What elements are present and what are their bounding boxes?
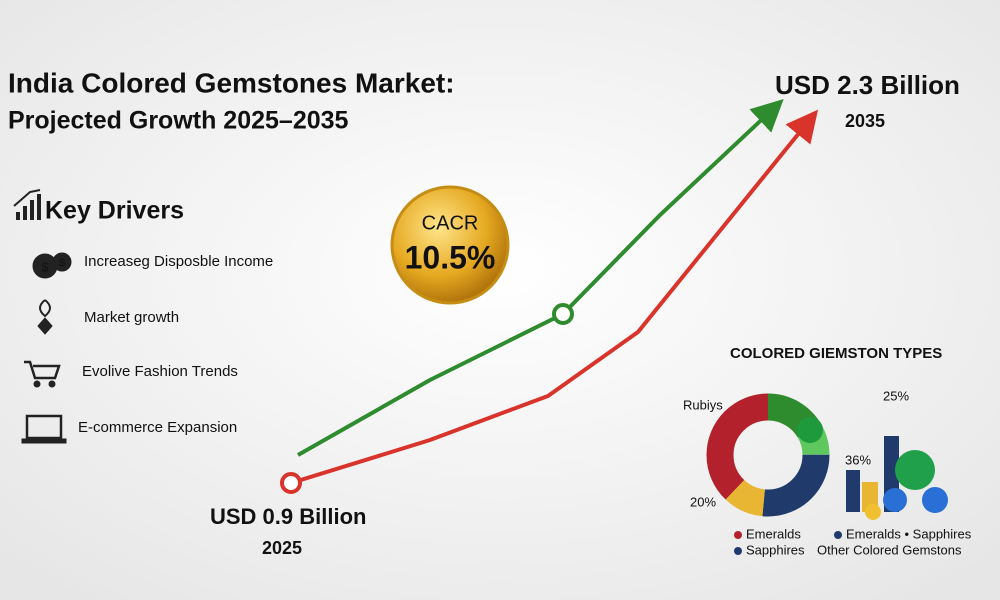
bar-label: 36% — [845, 452, 871, 467]
growth-line-red — [290, 109, 819, 485]
driver-label: Market growth — [84, 309, 179, 326]
end-year: 2035 — [845, 111, 885, 131]
start-amount: USD 0.9 Billion — [210, 504, 366, 529]
legend-dot — [734, 531, 742, 539]
legend-label: Emeralds — [746, 526, 801, 541]
gems — [797, 417, 948, 520]
driver-icons: $ $ — [21, 252, 72, 444]
types-title: COLORED GIEMSTON TYPES — [730, 345, 942, 362]
title: India Colored Gemstones Market: — [8, 67, 455, 98]
donut-label: Rubiys — [683, 397, 723, 412]
legend-dot — [834, 531, 842, 539]
key-drivers-heading: Key Drivers — [45, 197, 184, 225]
driver-label: E-commerce Expansion — [78, 419, 237, 436]
legend-label: Other Colored Gemstons — [817, 542, 962, 557]
start-point — [280, 472, 302, 494]
donut — [706, 393, 830, 517]
badge — [390, 185, 510, 305]
donut-label: 20% — [690, 494, 716, 509]
badge-value: 10.5% — [405, 239, 496, 275]
driver-label: Increaseg Disposble Income — [84, 253, 273, 270]
driver-label: Evolive Fashion Trends — [82, 363, 238, 380]
end-amount: USD 2.3 Billion — [775, 70, 960, 100]
start-year: 2025 — [262, 538, 302, 558]
svg-text:$: $ — [41, 259, 49, 274]
mid-point — [552, 303, 574, 325]
legend-label: Emeralds • Sapphires — [846, 526, 972, 541]
subtitle: Projected Growth 2025–2035 — [8, 107, 349, 135]
badge-label: CACR — [422, 212, 479, 234]
legend-dot — [734, 547, 742, 555]
bar-label: 25% — [883, 388, 909, 403]
legend-label: Sapphires — [746, 542, 805, 557]
svg-text:$: $ — [59, 257, 65, 269]
drivers-icon — [13, 189, 41, 220]
